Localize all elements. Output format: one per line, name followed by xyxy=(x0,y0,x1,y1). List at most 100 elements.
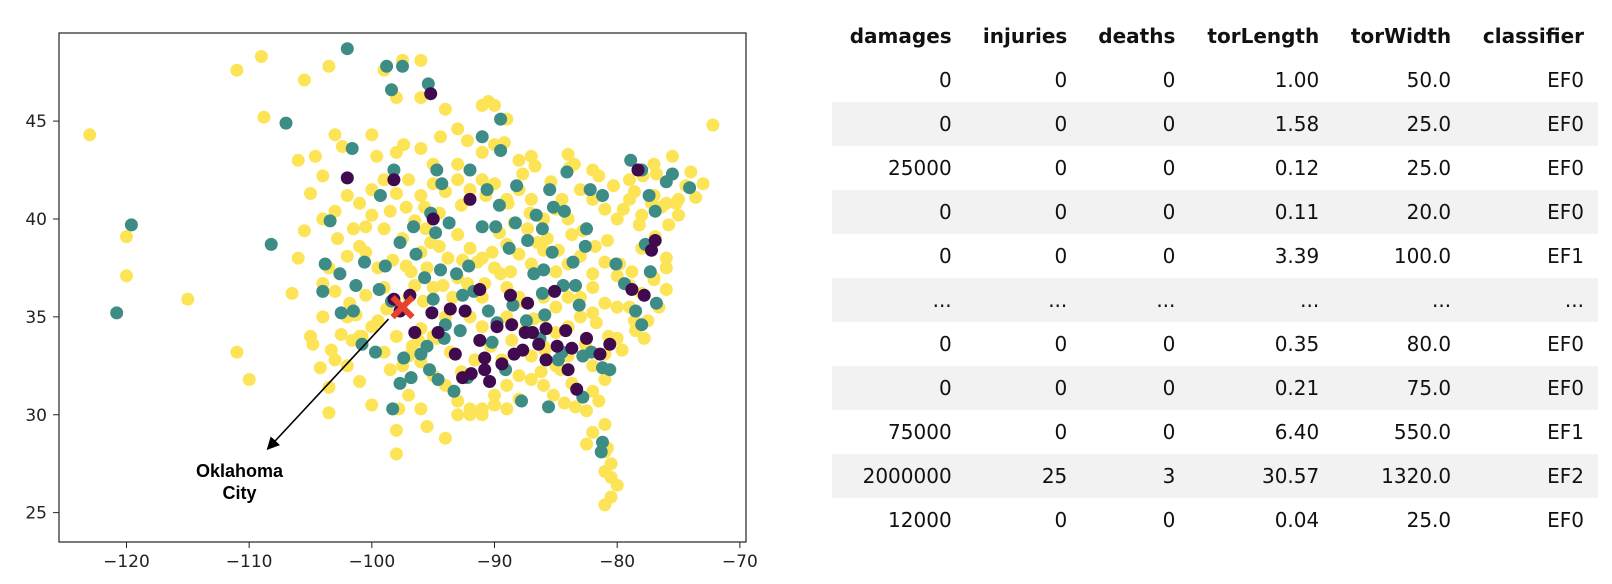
data-point-ef1 xyxy=(124,218,138,232)
data-point-ef0 xyxy=(451,122,465,136)
data-point-ef0 xyxy=(580,437,593,451)
data-point-ef2 xyxy=(565,341,579,355)
data-point-ef1 xyxy=(462,259,476,273)
data-point-ef0 xyxy=(610,478,624,492)
data-point-ef2 xyxy=(625,283,639,296)
data-point-ef0 xyxy=(414,53,428,67)
data-point-ef1 xyxy=(450,267,463,281)
data-point-ef0 xyxy=(555,192,569,206)
data-point-ef0 xyxy=(540,232,554,246)
data-point-ef2 xyxy=(548,284,562,298)
data-point-ef1 xyxy=(494,144,508,157)
data-point-ef0 xyxy=(534,365,548,379)
data-point-ef0 xyxy=(684,165,698,179)
data-point-ef1 xyxy=(475,220,489,234)
data-point-ef0 xyxy=(389,423,403,437)
data-point-ef0 xyxy=(304,187,317,200)
data-point-ef0 xyxy=(662,218,676,232)
table-cell-deaths: 0 xyxy=(1162,332,1176,356)
data-point-ef2 xyxy=(431,326,445,339)
table-cell-deaths: 0 xyxy=(1162,200,1176,224)
data-point-ef0 xyxy=(346,222,360,236)
data-point-ef2 xyxy=(483,375,497,388)
scatter-chart: −120 −110 −100 −90 −80 −70 25 30 35 40 45 Oklahom… xyxy=(25,32,758,572)
data-point-ef2 xyxy=(464,367,478,381)
data-point-ef1 xyxy=(323,214,337,228)
data-point-ef2 xyxy=(631,163,645,177)
dataframe-table: damages injuries deaths torLength torWid… xyxy=(832,14,1598,542)
table-row: 25000 0 0 0.12 25.0 EF0 xyxy=(832,146,1598,190)
annotation-label-line2: City xyxy=(223,483,257,503)
data-point-ef0 xyxy=(537,378,551,392)
table-cell-injuries: 0 xyxy=(1054,376,1068,400)
y-axis: 25 30 35 40 45 xyxy=(25,112,59,524)
data-point-ef1 xyxy=(453,324,467,338)
table-cell-torwidth: 100.0 xyxy=(1393,244,1452,268)
data-point-ef1 xyxy=(372,283,386,296)
data-point-ef0 xyxy=(586,425,600,439)
data-point-ef1 xyxy=(624,153,638,167)
data-point-ef1 xyxy=(397,351,411,365)
table-cell-classifier: EF1 xyxy=(1547,420,1584,444)
data-point-ef0 xyxy=(468,353,482,367)
data-point-ef2 xyxy=(505,318,519,332)
data-point-ef0 xyxy=(573,183,587,197)
data-point-ef2 xyxy=(473,283,487,296)
data-point-ef1 xyxy=(345,142,359,155)
data-point-ef2 xyxy=(504,288,517,302)
data-point-ef0 xyxy=(586,359,600,373)
data-point-ef1 xyxy=(485,335,499,349)
data-point-ef0 xyxy=(340,249,354,263)
data-point-ef1 xyxy=(426,292,440,306)
header-classifier: classifier xyxy=(1482,24,1584,48)
header-torwidth: torWidth xyxy=(1350,24,1452,48)
data-point-ef0 xyxy=(475,173,489,187)
table-cell-torlength: 0.21 xyxy=(1274,376,1320,400)
data-point-ef1 xyxy=(373,189,387,202)
data-point-ef0 xyxy=(328,284,342,298)
data-point-ef1 xyxy=(442,216,456,230)
data-point-ef0 xyxy=(446,290,460,304)
data-point-ef1 xyxy=(279,116,293,130)
data-point-ef2 xyxy=(603,337,617,351)
data-point-ef0 xyxy=(598,202,612,216)
data-point-ef1 xyxy=(594,445,608,459)
data-point-ef0 xyxy=(408,279,422,292)
data-point-ef1 xyxy=(434,263,447,277)
table-row: 0 0 0 0.21 75.0 EF0 xyxy=(832,366,1598,410)
data-point-ef0 xyxy=(659,261,673,275)
table-cell-deaths: 0 xyxy=(1162,376,1176,400)
table-cell-damages: 25000 xyxy=(888,156,952,180)
data-point-ef0 xyxy=(524,149,538,163)
table-row: .................. xyxy=(832,278,1598,322)
data-point-ef0 xyxy=(316,310,330,324)
data-point-ef0 xyxy=(586,267,600,281)
table-row: 0 0 0 0.11 20.0 EF0 xyxy=(832,190,1598,234)
data-point-ef1 xyxy=(578,239,592,253)
x-tick-label: −80 xyxy=(599,552,635,572)
data-point-ef1 xyxy=(369,345,382,359)
data-point-ef1 xyxy=(502,241,516,255)
data-point-ef1 xyxy=(665,167,679,181)
data-point-ef0 xyxy=(610,300,624,314)
table-row: 2000000 25 3 30.57 1320.0 EF2 xyxy=(832,454,1598,498)
data-point-ef1 xyxy=(110,306,124,320)
data-point-ef0 xyxy=(696,177,710,191)
table-row: 75000 0 0 6.40 550.0 EF1 xyxy=(832,410,1598,454)
table-cell-damages: 75000 xyxy=(888,420,952,444)
data-point-ef0 xyxy=(451,408,465,422)
table-cell-torlength: 0.12 xyxy=(1274,156,1320,180)
data-point-ef0 xyxy=(340,189,354,202)
data-point-ef0 xyxy=(647,157,661,171)
table-cell-injuries: 0 xyxy=(1054,244,1068,268)
data-point-ef1 xyxy=(333,267,347,281)
table-cell-deaths: 0 xyxy=(1162,68,1176,92)
table-row: 0 0 0 1.00 50.0 EF0 xyxy=(832,58,1598,102)
data-point-ef1 xyxy=(506,298,520,312)
data-point-ef0 xyxy=(316,169,330,183)
table-cell-torwidth: 1320.0 xyxy=(1381,464,1452,488)
data-point-ef0 xyxy=(83,128,97,142)
data-point-ef1 xyxy=(414,347,428,361)
table-cell-classifier: EF0 xyxy=(1547,200,1584,224)
data-point-ef1 xyxy=(543,183,557,197)
